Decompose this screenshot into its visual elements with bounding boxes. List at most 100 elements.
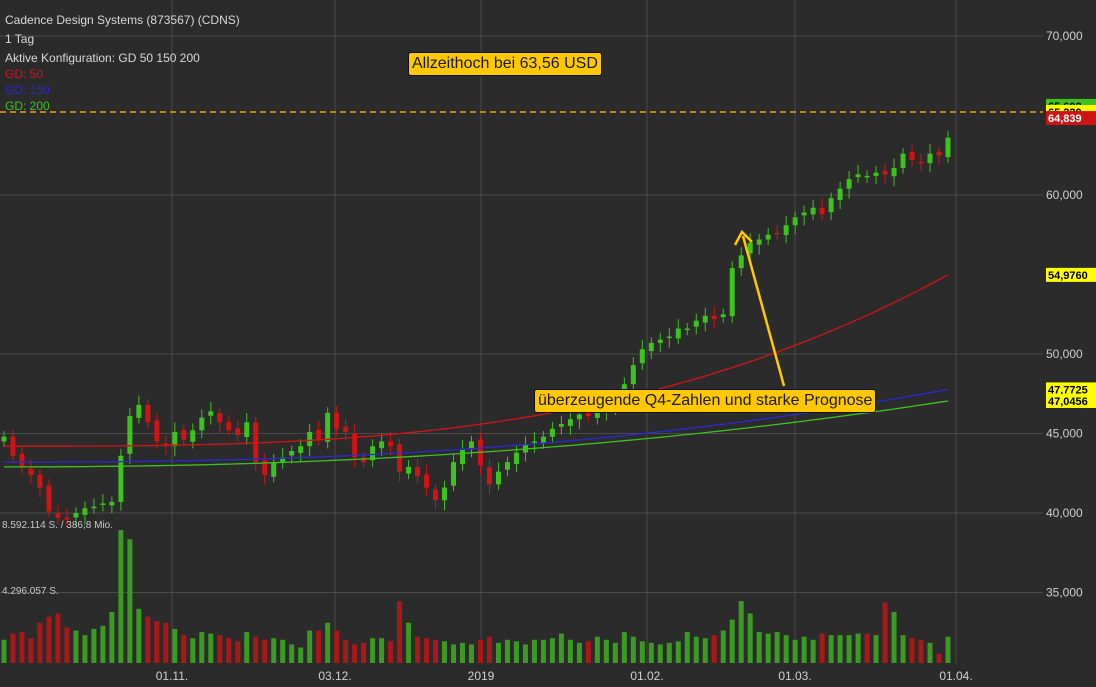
legend-gd150: GD: 150	[5, 83, 50, 97]
candle-body	[783, 225, 789, 236]
volume-bar	[289, 644, 295, 663]
x-tick-label: 01.02.	[630, 669, 663, 683]
volume-bar	[522, 644, 528, 663]
volume-bar	[163, 622, 169, 663]
candle-body	[19, 453, 25, 467]
volume-bar	[648, 642, 654, 663]
candle-body	[495, 471, 501, 485]
volume-bar	[244, 632, 250, 663]
candle-body	[145, 404, 151, 423]
candle-body	[576, 414, 582, 420]
volume-bar	[334, 630, 340, 663]
candle-body	[298, 446, 304, 453]
volume-bar	[460, 642, 466, 663]
volume-bar	[504, 639, 510, 663]
volume-bar	[702, 638, 708, 663]
volume-bar	[720, 630, 726, 663]
volume-bar	[55, 613, 61, 663]
volume-bar	[136, 608, 142, 663]
candle-body	[442, 487, 448, 501]
volume-bar	[10, 633, 16, 663]
candle-body	[909, 151, 915, 161]
volume-bar	[927, 642, 933, 663]
volume-bar	[855, 633, 861, 663]
candle-body	[289, 450, 295, 456]
price-badge-bg	[1046, 393, 1096, 408]
candle-body	[154, 420, 160, 442]
candle-body	[28, 468, 34, 475]
volume-bar	[325, 622, 331, 663]
volume-bar	[28, 638, 34, 663]
y-tick-label: 45,000	[1046, 427, 1083, 441]
x-tick-label: 01.11.	[156, 669, 188, 683]
volume-bar	[945, 636, 951, 663]
candle-body	[891, 167, 897, 177]
volume-bar	[765, 633, 771, 663]
x-tick-label: 01.04.	[939, 669, 972, 683]
annotation-arrowhead	[733, 229, 753, 246]
candle-body	[208, 411, 214, 416]
candle-body	[648, 342, 654, 352]
q4-annotation: überzeugende Q4-Zahlen und starke Progno…	[534, 389, 877, 413]
volume-bar	[64, 627, 70, 663]
volume-bar	[262, 639, 268, 663]
volume-bar	[828, 635, 834, 663]
candle-body	[549, 428, 555, 437]
candle-body	[406, 466, 412, 474]
candle-body	[855, 174, 861, 178]
volume-bar	[513, 641, 519, 663]
candle-body	[82, 508, 88, 515]
chart-interval: 1 Tag	[5, 32, 35, 46]
volume-bar	[190, 638, 196, 663]
candle-body	[756, 239, 762, 245]
candle-body	[451, 462, 457, 486]
volume-bar	[109, 611, 115, 663]
candle-body	[46, 485, 52, 512]
volume-bar	[352, 644, 358, 663]
volume-bar	[100, 625, 106, 663]
x-tick-label: 01.03.	[778, 669, 811, 683]
candle-body	[424, 474, 430, 488]
volume-bar	[576, 642, 582, 663]
chart-config: Aktive Konfiguration: GD 50 150 200	[5, 51, 200, 65]
candle-body	[352, 433, 358, 458]
volume-bar	[253, 636, 259, 663]
candle-body	[388, 441, 394, 447]
volume-bar	[199, 632, 205, 663]
volume-bar	[531, 639, 537, 663]
volume-bar	[19, 632, 25, 663]
volume-bar	[594, 636, 600, 663]
volume-bar	[693, 636, 699, 663]
price-badge-bg	[1046, 382, 1096, 397]
candle-body	[675, 328, 681, 339]
candle-body	[738, 255, 744, 269]
candle-body	[540, 436, 546, 444]
volume-bar	[1, 639, 7, 663]
volume-bar	[810, 639, 816, 663]
candle-body	[136, 404, 142, 418]
volume-bar	[936, 653, 942, 663]
candle-body	[334, 412, 340, 429]
candle-body	[486, 467, 492, 485]
candle-body	[217, 413, 223, 423]
candle-body	[109, 501, 115, 506]
volume-bar	[127, 539, 133, 663]
candle-body	[684, 328, 690, 331]
volume-mid-label: 4.296.057 S.	[2, 586, 59, 597]
volume-bar	[864, 633, 870, 663]
legend-gd200: GD: 200	[5, 99, 50, 113]
volume-bar	[370, 638, 376, 663]
volume-bar	[37, 622, 43, 663]
volume-bar	[774, 632, 780, 663]
candle-body	[73, 513, 79, 518]
volume-bar	[891, 611, 897, 663]
candle-body	[792, 217, 798, 226]
candle-body	[370, 446, 376, 461]
volume-bar	[208, 633, 214, 663]
candle-body	[91, 506, 97, 509]
y-tick-label: 50,000	[1046, 347, 1083, 361]
candle-body	[100, 503, 106, 505]
volume-bar	[657, 644, 663, 663]
